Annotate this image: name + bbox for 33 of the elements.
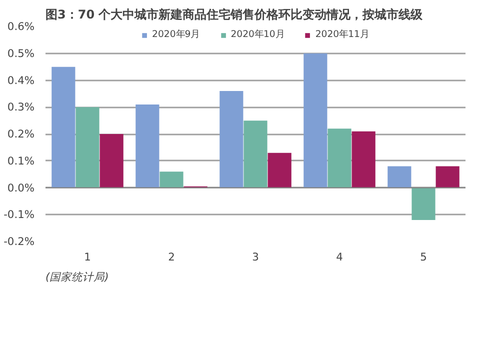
x-tick-label: 4 — [336, 250, 344, 264]
y-tick-label: 0.3% — [7, 100, 35, 114]
bar — [220, 91, 244, 188]
chart-title: 图3：70 个大中城市新建商品住宅销售价格环比变动情况，按城市线级 — [46, 8, 424, 22]
y-tick-label: 0.2% — [7, 128, 35, 140]
bar — [244, 120, 268, 188]
bar — [352, 131, 376, 188]
bar — [100, 134, 124, 188]
y-tick-label: 0.0% — [7, 181, 35, 194]
y-tick-label: 0.4% — [7, 74, 35, 87]
y-tick-label: 0.6% — [7, 20, 35, 33]
legend-label: 2020年10月 — [230, 28, 284, 41]
x-tick-label: 3 — [252, 250, 259, 264]
text: (国家统计局) — [46, 270, 109, 284]
y-tick-label: 0.1% — [7, 154, 35, 168]
x-tick-label: 1 — [84, 250, 91, 264]
bar — [136, 104, 160, 188]
bar — [388, 166, 412, 188]
bar — [268, 152, 292, 188]
bar — [412, 188, 436, 220]
bar — [52, 66, 76, 188]
x-tick-label: 5 — [420, 250, 427, 264]
bar — [76, 107, 100, 188]
y-tick-label: 0.5% — [7, 46, 35, 60]
legend-label: 2020年11月 — [315, 28, 369, 41]
bar — [304, 53, 328, 188]
x-tick-label: 2 — [168, 250, 175, 264]
y-tick-label: -0.2% — [4, 235, 35, 248]
bar — [160, 172, 184, 188]
y-tick-label: -0.1% — [4, 208, 35, 222]
bar — [436, 166, 460, 188]
legend-label: 2020年9月 — [152, 28, 200, 41]
bar — [328, 128, 352, 188]
